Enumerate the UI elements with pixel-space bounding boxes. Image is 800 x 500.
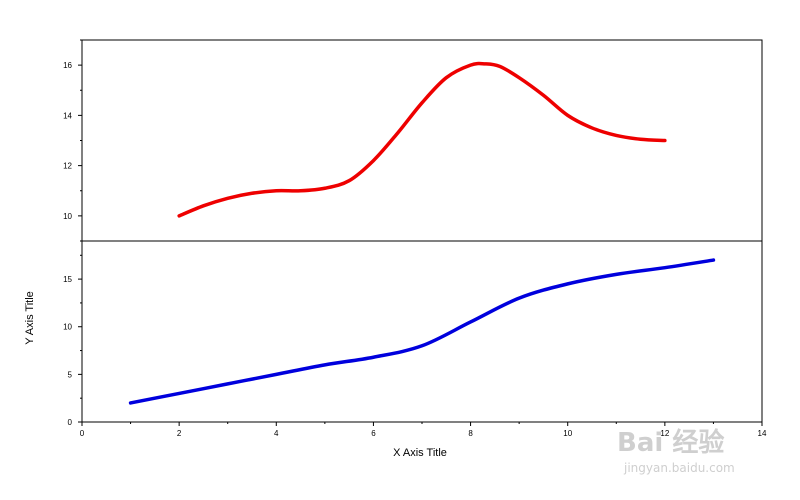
- y-tick-label: 15: [63, 275, 72, 284]
- y-tick-label: 16: [63, 61, 72, 70]
- y-tick-label: 10: [63, 212, 72, 221]
- y-axis-title: Y Axis Title: [24, 291, 36, 345]
- x-tick-label: 0: [80, 429, 85, 438]
- top-panel: 10 12 14 16: [63, 39, 763, 242]
- x-tick-label: 14: [758, 429, 767, 438]
- x-tick-label: 10: [563, 429, 572, 438]
- series-line: [128, 258, 716, 405]
- x-tick-label: 8: [468, 429, 473, 438]
- watermark-url: jingyan.baidu.com: [623, 461, 735, 475]
- x-tick-label: 4: [274, 429, 279, 438]
- x-tick-label: 12: [660, 429, 669, 438]
- x-axis-title: X Axis Title: [393, 447, 447, 459]
- x-tick-label: 2: [177, 429, 182, 438]
- y-tick-label: 12: [63, 162, 72, 171]
- x-tick-label: 6: [371, 429, 376, 438]
- y-tick-label: 10: [63, 323, 72, 332]
- y-tick-label: 14: [63, 111, 72, 120]
- watermark-brand: Bai 经验: [617, 427, 724, 458]
- bottom-panel: 0 5 10 15 0 2 4 6 8 10 12 14: [63, 240, 767, 438]
- y-tick-label: 5: [68, 370, 73, 379]
- y-tick-label: 0: [68, 418, 73, 427]
- series-line: [177, 61, 667, 218]
- watermark: Bai 经验 jingyan.baidu.com: [617, 427, 735, 475]
